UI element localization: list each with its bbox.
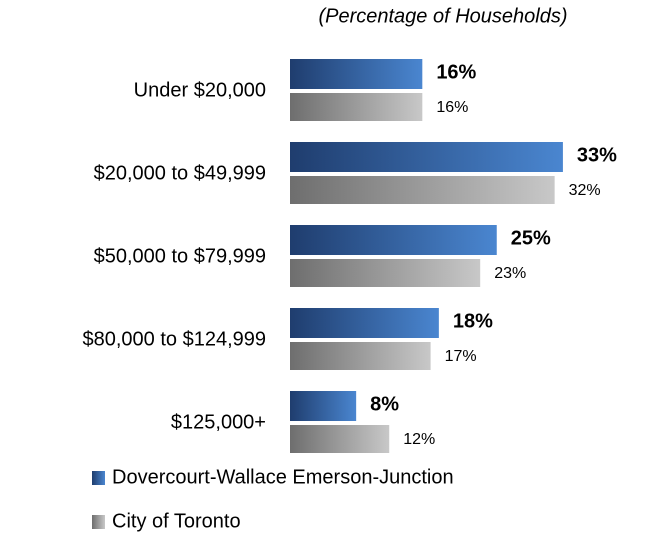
category-label: $50,000 to $79,999 [94, 245, 266, 267]
bar [290, 59, 423, 89]
value-label: 12% [403, 431, 435, 448]
bar [290, 259, 481, 287]
bar [290, 425, 390, 453]
chart-title: (Percentage of Households) [318, 5, 567, 27]
value-label: 18% [453, 310, 493, 332]
legend-marker [92, 515, 105, 529]
value-label: 25% [511, 227, 551, 249]
value-label: 23% [494, 265, 526, 282]
value-label: 16% [436, 99, 468, 116]
legend-label: Dovercourt-Wallace Emerson-Junction [112, 466, 454, 488]
value-label: 8% [370, 393, 399, 415]
bar [290, 176, 555, 204]
category-label: $20,000 to $49,999 [94, 162, 266, 184]
bar [290, 342, 431, 370]
value-label: 32% [569, 182, 601, 199]
bar [290, 142, 563, 172]
category-label: $80,000 to $124,999 [82, 328, 266, 350]
value-label: 16% [436, 61, 476, 83]
bar [290, 308, 439, 338]
bar [290, 93, 423, 121]
value-label: 33% [577, 144, 617, 166]
bar [290, 225, 497, 255]
category-label: Under $20,000 [134, 79, 266, 101]
bar [290, 391, 357, 421]
category-label: $125,000+ [171, 411, 266, 433]
legend-marker [92, 471, 105, 485]
value-label: 17% [445, 348, 477, 365]
legend-label: City of Toronto [112, 510, 241, 532]
